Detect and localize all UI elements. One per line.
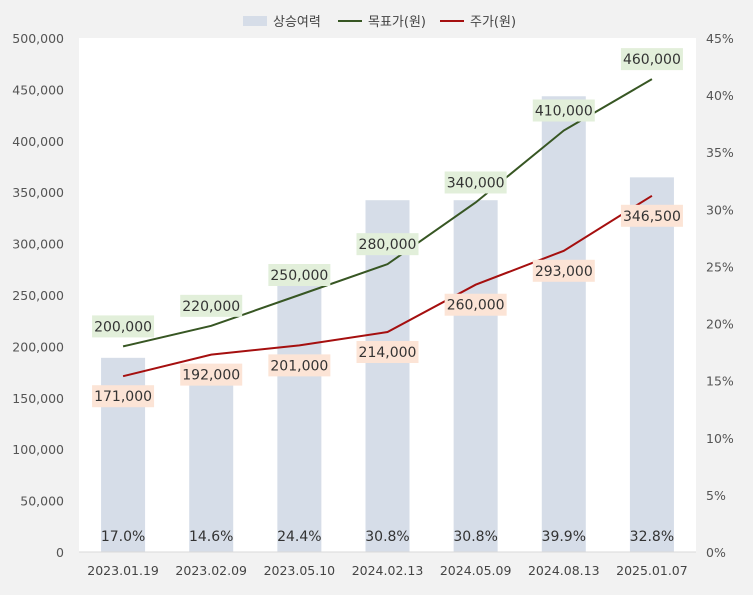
- point-label-bg-0-5: [532, 99, 595, 122]
- legend-label-1: 목표가(원): [368, 15, 426, 30]
- y-left-tick-10: 500,000: [12, 31, 64, 46]
- point-label-bg-1-6: [620, 204, 683, 227]
- legend: 상승여력 목표가(원) 주가(원): [243, 15, 516, 30]
- x-tick-4: 2024.05.09: [440, 563, 512, 578]
- point-label-bg-1-1: [180, 363, 243, 386]
- x-tick-2: 2023.05.10: [264, 563, 336, 578]
- point-label-bg-1-3: [356, 341, 419, 364]
- x-tick-6: 2025.01.07: [616, 563, 688, 578]
- point-label-0-4: 340,000: [447, 175, 505, 191]
- point-label-0-5: 410,000: [535, 104, 593, 120]
- bar-upside-2: [277, 273, 322, 552]
- y-left-tick-9: 450,000: [12, 82, 64, 97]
- point-label-bg-1-0: [92, 385, 155, 408]
- y-left-tick-4: 200,000: [12, 339, 64, 354]
- y-left-tick-2: 100,000: [12, 442, 64, 457]
- point-label-0-6: 460,000: [623, 52, 681, 68]
- bar-label-0: 17.0%: [101, 529, 145, 545]
- lines-layer: [122, 78, 653, 378]
- legend-swatch-0: [243, 16, 267, 26]
- y-right-tick-9: 45%: [706, 31, 734, 46]
- point-label-1-5: 293,000: [535, 264, 593, 280]
- x-tick-3: 2024.02.13: [352, 563, 424, 578]
- x-tick-0: 2023.01.19: [87, 563, 159, 578]
- point-label-bg-0-4: [444, 171, 507, 194]
- point-label-bg-0-6: [620, 48, 683, 71]
- y-left-tick-7: 350,000: [12, 185, 64, 200]
- point-label-bg-0-0: [92, 315, 155, 338]
- bar-upside-1: [189, 385, 234, 552]
- point-label-bg-1-2: [268, 354, 331, 377]
- y-right-tick-8: 40%: [706, 88, 734, 103]
- point-label-bg-0-3: [356, 233, 419, 256]
- bar-label-4: 30.8%: [453, 529, 497, 545]
- point-label-1-2: 201,000: [270, 358, 328, 374]
- legend-label-2: 주가(원): [470, 15, 516, 30]
- bar-label-1: 14.6%: [189, 529, 233, 545]
- axes-layer: 0 50,000 100,000 150,000 200,000 250,000 300,0…: [12, 31, 734, 578]
- y-left-tick-6: 300,000: [12, 237, 64, 252]
- bar-label-2: 24.4%: [277, 529, 321, 545]
- point-label-bg-1-4: [444, 293, 507, 316]
- y-left-tick-0: 0: [56, 545, 64, 560]
- point-label-0-2: 250,000: [270, 268, 328, 284]
- labels-layer: 17.0% 14.6% 24.4% 30.8% 30.8% 39.9% 32.8% 200,0…: [92, 48, 683, 545]
- point-label-0-0: 200,000: [94, 319, 152, 335]
- line-series-1: [122, 194, 653, 378]
- x-tick-1: 2023.02.09: [175, 563, 247, 578]
- y-left-tick-8: 400,000: [12, 134, 64, 149]
- bar-label-6: 32.8%: [630, 529, 674, 545]
- y-right-tick-4: 20%: [706, 317, 734, 332]
- y-right-tick-7: 35%: [706, 145, 734, 160]
- point-label-0-3: 280,000: [359, 237, 417, 253]
- bar-upside-6: [629, 177, 674, 552]
- bar-label-5: 39.9%: [542, 529, 586, 545]
- y-right-tick-0: 0%: [706, 545, 726, 560]
- line-series-0: [122, 78, 653, 348]
- point-label-bg-1-5: [532, 259, 595, 282]
- point-label-1-0: 171,000: [94, 389, 152, 405]
- bar-upside-3: [365, 200, 410, 552]
- point-label-1-3: 214,000: [359, 345, 417, 361]
- y-right-tick-3: 15%: [706, 374, 734, 389]
- point-label-bg-0-1: [180, 294, 243, 317]
- y-right-tick-6: 30%: [706, 202, 734, 217]
- point-label-1-4: 260,000: [447, 298, 505, 314]
- y-right-tick-1: 5%: [706, 488, 726, 503]
- y-left-tick-1: 50,000: [20, 494, 64, 509]
- y-left-tick-5: 250,000: [12, 288, 64, 303]
- point-label-1-6: 346,500: [623, 209, 681, 225]
- point-label-bg-0-2: [268, 264, 331, 286]
- legend-label-0: 상승여력: [273, 15, 321, 30]
- point-label-1-1: 192,000: [182, 368, 240, 384]
- x-tick-5: 2024.08.13: [528, 563, 600, 578]
- bar-label-3: 30.8%: [365, 529, 409, 545]
- point-label-0-1: 220,000: [182, 299, 240, 315]
- y-left-tick-3: 150,000: [12, 391, 64, 406]
- bar-upside-4: [453, 200, 498, 552]
- y-right-tick-5: 25%: [706, 259, 734, 274]
- bar-upside-5: [541, 96, 586, 553]
- y-right-tick-2: 10%: [706, 431, 734, 446]
